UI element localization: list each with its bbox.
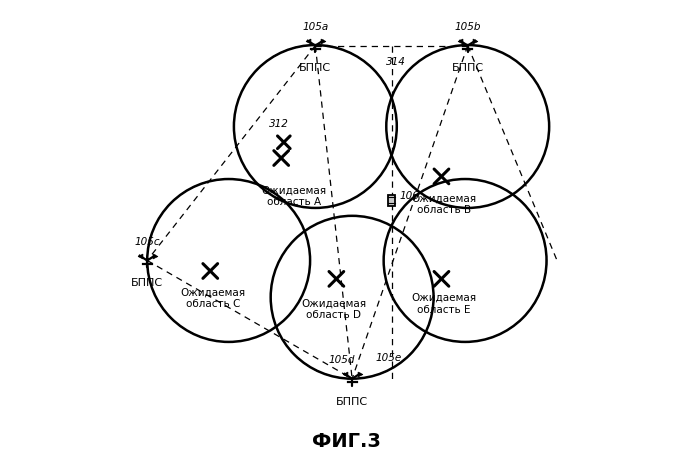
Text: БППС: БППС xyxy=(131,278,164,288)
Text: БППС: БППС xyxy=(452,63,484,73)
Text: Ожидаемая
область B: Ожидаемая область B xyxy=(412,193,477,214)
Text: 105d: 105d xyxy=(329,354,355,364)
Text: 106: 106 xyxy=(400,190,420,200)
Text: ФИГ.3: ФИГ.3 xyxy=(312,431,382,450)
Text: 105c: 105c xyxy=(134,236,160,246)
Text: БППС: БППС xyxy=(299,63,331,73)
Text: Ожидаемая
область E: Ожидаемая область E xyxy=(412,293,477,314)
FancyBboxPatch shape xyxy=(387,195,396,206)
Text: 312: 312 xyxy=(268,118,289,128)
Text: Ожидаемая
область D: Ожидаемая область D xyxy=(301,298,366,319)
Text: БППС: БППС xyxy=(336,396,368,405)
Text: 105e: 105e xyxy=(376,352,402,362)
Text: Ожидаемая
область C: Ожидаемая область C xyxy=(180,287,245,308)
Text: 314: 314 xyxy=(387,57,406,67)
Text: 105a: 105a xyxy=(302,22,329,32)
Text: Ожидаемая
область A: Ожидаемая область A xyxy=(261,185,327,207)
Text: 105b: 105b xyxy=(454,22,481,32)
